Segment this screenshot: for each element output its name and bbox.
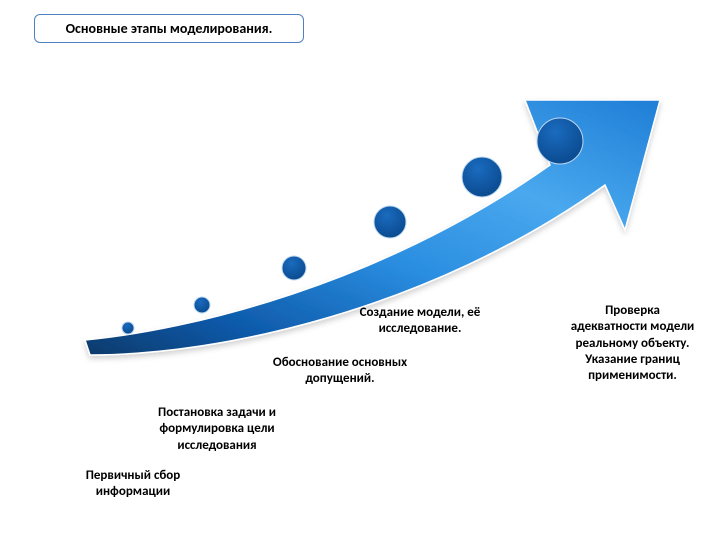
label-l5: Проверкаадекватности моделиреальному объ… bbox=[545, 303, 720, 384]
step-dot-4 bbox=[374, 206, 406, 238]
step-dot-2 bbox=[194, 297, 210, 313]
label-l2: Постановка задачи иформулировка целииссл… bbox=[122, 405, 312, 454]
step-dot-1 bbox=[122, 322, 134, 334]
title-box: Основные этапы моделирования. bbox=[34, 14, 304, 43]
label-l3: Обоснование основныхдопущений. bbox=[235, 355, 445, 388]
step-dot-3 bbox=[282, 256, 306, 280]
step-dot-6 bbox=[537, 118, 583, 164]
step-dot-5 bbox=[462, 157, 502, 197]
label-l1: Первичный сборинформации bbox=[58, 468, 208, 501]
label-l4: Создание модели, еёисследование. bbox=[320, 305, 520, 338]
